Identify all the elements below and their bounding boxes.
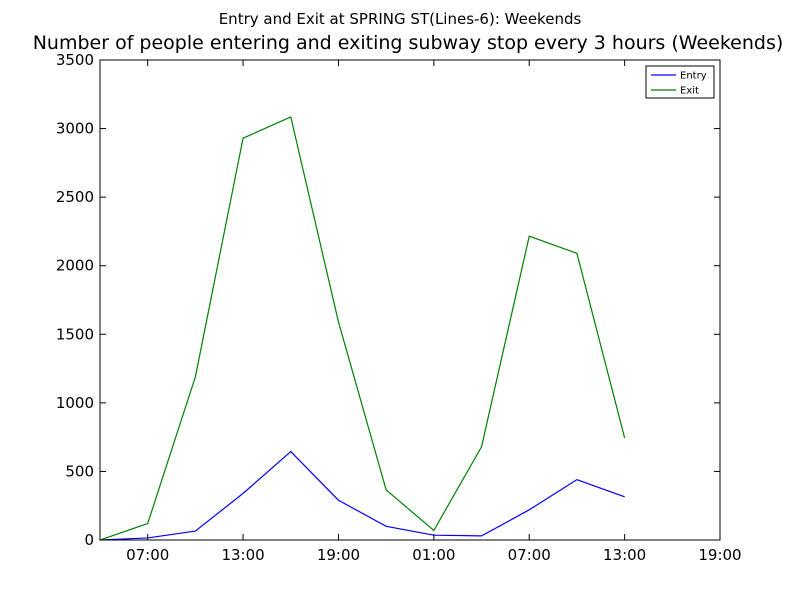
legend-label-entry: Entry xyxy=(680,71,707,82)
y-tick-label: 0 xyxy=(84,531,94,549)
x-tick-label: 13:00 xyxy=(221,546,264,564)
series-line-exit xyxy=(100,116,626,540)
x-tick-label: 01:00 xyxy=(412,546,455,564)
y-tick-label: 500 xyxy=(65,462,94,480)
legend-box xyxy=(645,65,715,99)
y-tick-label: 1500 xyxy=(56,325,94,343)
x-tick-label: 13:00 xyxy=(603,546,646,564)
x-tick-label: 07:00 xyxy=(508,546,551,564)
series-line-entry xyxy=(100,450,625,540)
x-tick-label: 19:00 xyxy=(698,546,741,564)
y-tick-label: 1000 xyxy=(56,394,94,412)
chart-title: Number of people entering and exiting su… xyxy=(33,32,784,54)
y-tick-label: 2000 xyxy=(56,257,94,275)
legend: Entry Exit xyxy=(645,65,715,99)
plot-frame xyxy=(99,59,721,541)
x-tick-label: 19:00 xyxy=(317,546,360,564)
y-tick-label: 3500 xyxy=(56,51,94,69)
y-tick-label: 3000 xyxy=(56,120,94,138)
figure-suptitle: Entry and Exit at SPRING ST(Lines-6): We… xyxy=(219,10,582,28)
y-tick-label: 2500 xyxy=(56,188,94,206)
x-tick-label: 07:00 xyxy=(126,546,169,564)
legend-label-exit: Exit xyxy=(680,86,699,97)
